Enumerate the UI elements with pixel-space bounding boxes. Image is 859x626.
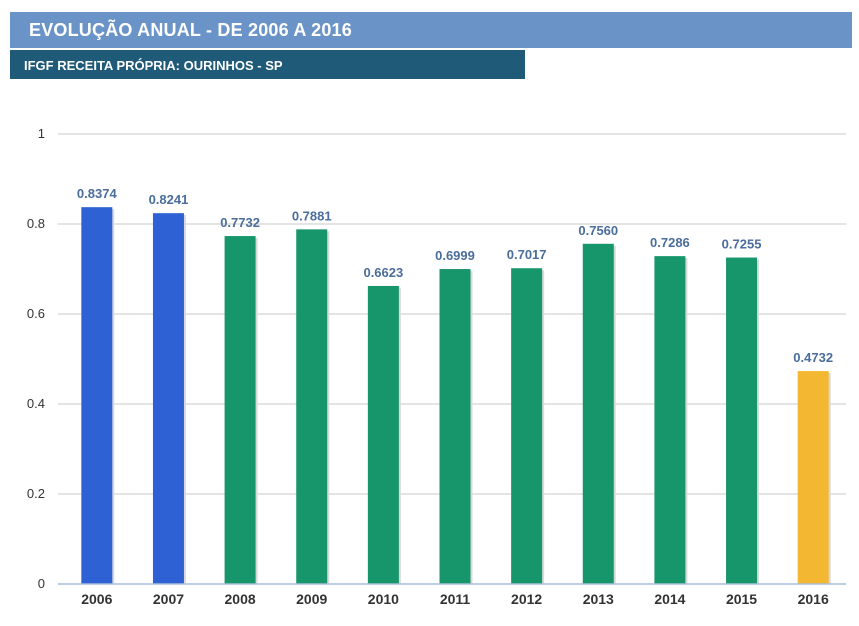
bar [654, 256, 686, 584]
x-tick-label: 2008 [225, 591, 256, 607]
chart-subtitle-bar: IFGF RECEITA PRÓPRIA: OURINHOS - SP [10, 50, 525, 79]
bar [224, 236, 256, 584]
x-tick-label: 2012 [511, 591, 542, 607]
chart-title: EVOLUÇÃO ANUAL - DE 2006 A 2016 [29, 20, 352, 40]
x-tick-label: 2007 [153, 591, 184, 607]
x-tick-label: 2010 [368, 591, 399, 607]
y-tick-label: 0 [38, 576, 45, 591]
bar [439, 269, 471, 584]
bar-value-label: 0.7881 [292, 208, 332, 223]
bar-value-label: 0.8241 [149, 192, 189, 207]
y-tick-label: 1 [38, 126, 45, 141]
y-tick-label: 0.2 [27, 486, 45, 501]
x-tick-label: 2011 [440, 591, 471, 607]
bar [81, 207, 113, 585]
bar [296, 229, 328, 585]
bar-value-label: 0.7017 [507, 247, 547, 262]
y-tick-label: 0.8 [27, 216, 45, 231]
x-tick-label: 2006 [81, 591, 112, 607]
chart-title-bar: EVOLUÇÃO ANUAL - DE 2006 A 2016 [10, 12, 852, 48]
y-tick-label: 0.4 [27, 396, 45, 411]
bar-value-label: 0.7286 [650, 235, 690, 250]
bar-value-label: 0.7255 [722, 237, 762, 252]
bar [152, 213, 184, 584]
bar-value-label: 0.6999 [435, 248, 475, 263]
bar [582, 243, 614, 585]
bar-value-label: 0.4732 [793, 350, 833, 365]
bar-value-label: 0.6623 [363, 265, 403, 280]
bar-value-label: 0.7560 [578, 223, 618, 238]
bar [511, 268, 543, 584]
x-tick-label: 2013 [583, 591, 614, 607]
x-tick-label: 2009 [296, 591, 327, 607]
x-tick-label: 2016 [798, 591, 829, 607]
y-tick-label: 0.6 [27, 306, 45, 321]
bar [797, 371, 829, 584]
chart-subtitle: IFGF RECEITA PRÓPRIA: OURINHOS - SP [24, 58, 283, 73]
bar [726, 257, 758, 584]
bar-value-label: 0.7732 [220, 215, 260, 230]
x-tick-label: 2014 [654, 591, 685, 607]
x-tick-label: 2015 [726, 591, 757, 607]
bar [367, 285, 399, 584]
bar-value-label: 0.8374 [77, 186, 118, 201]
